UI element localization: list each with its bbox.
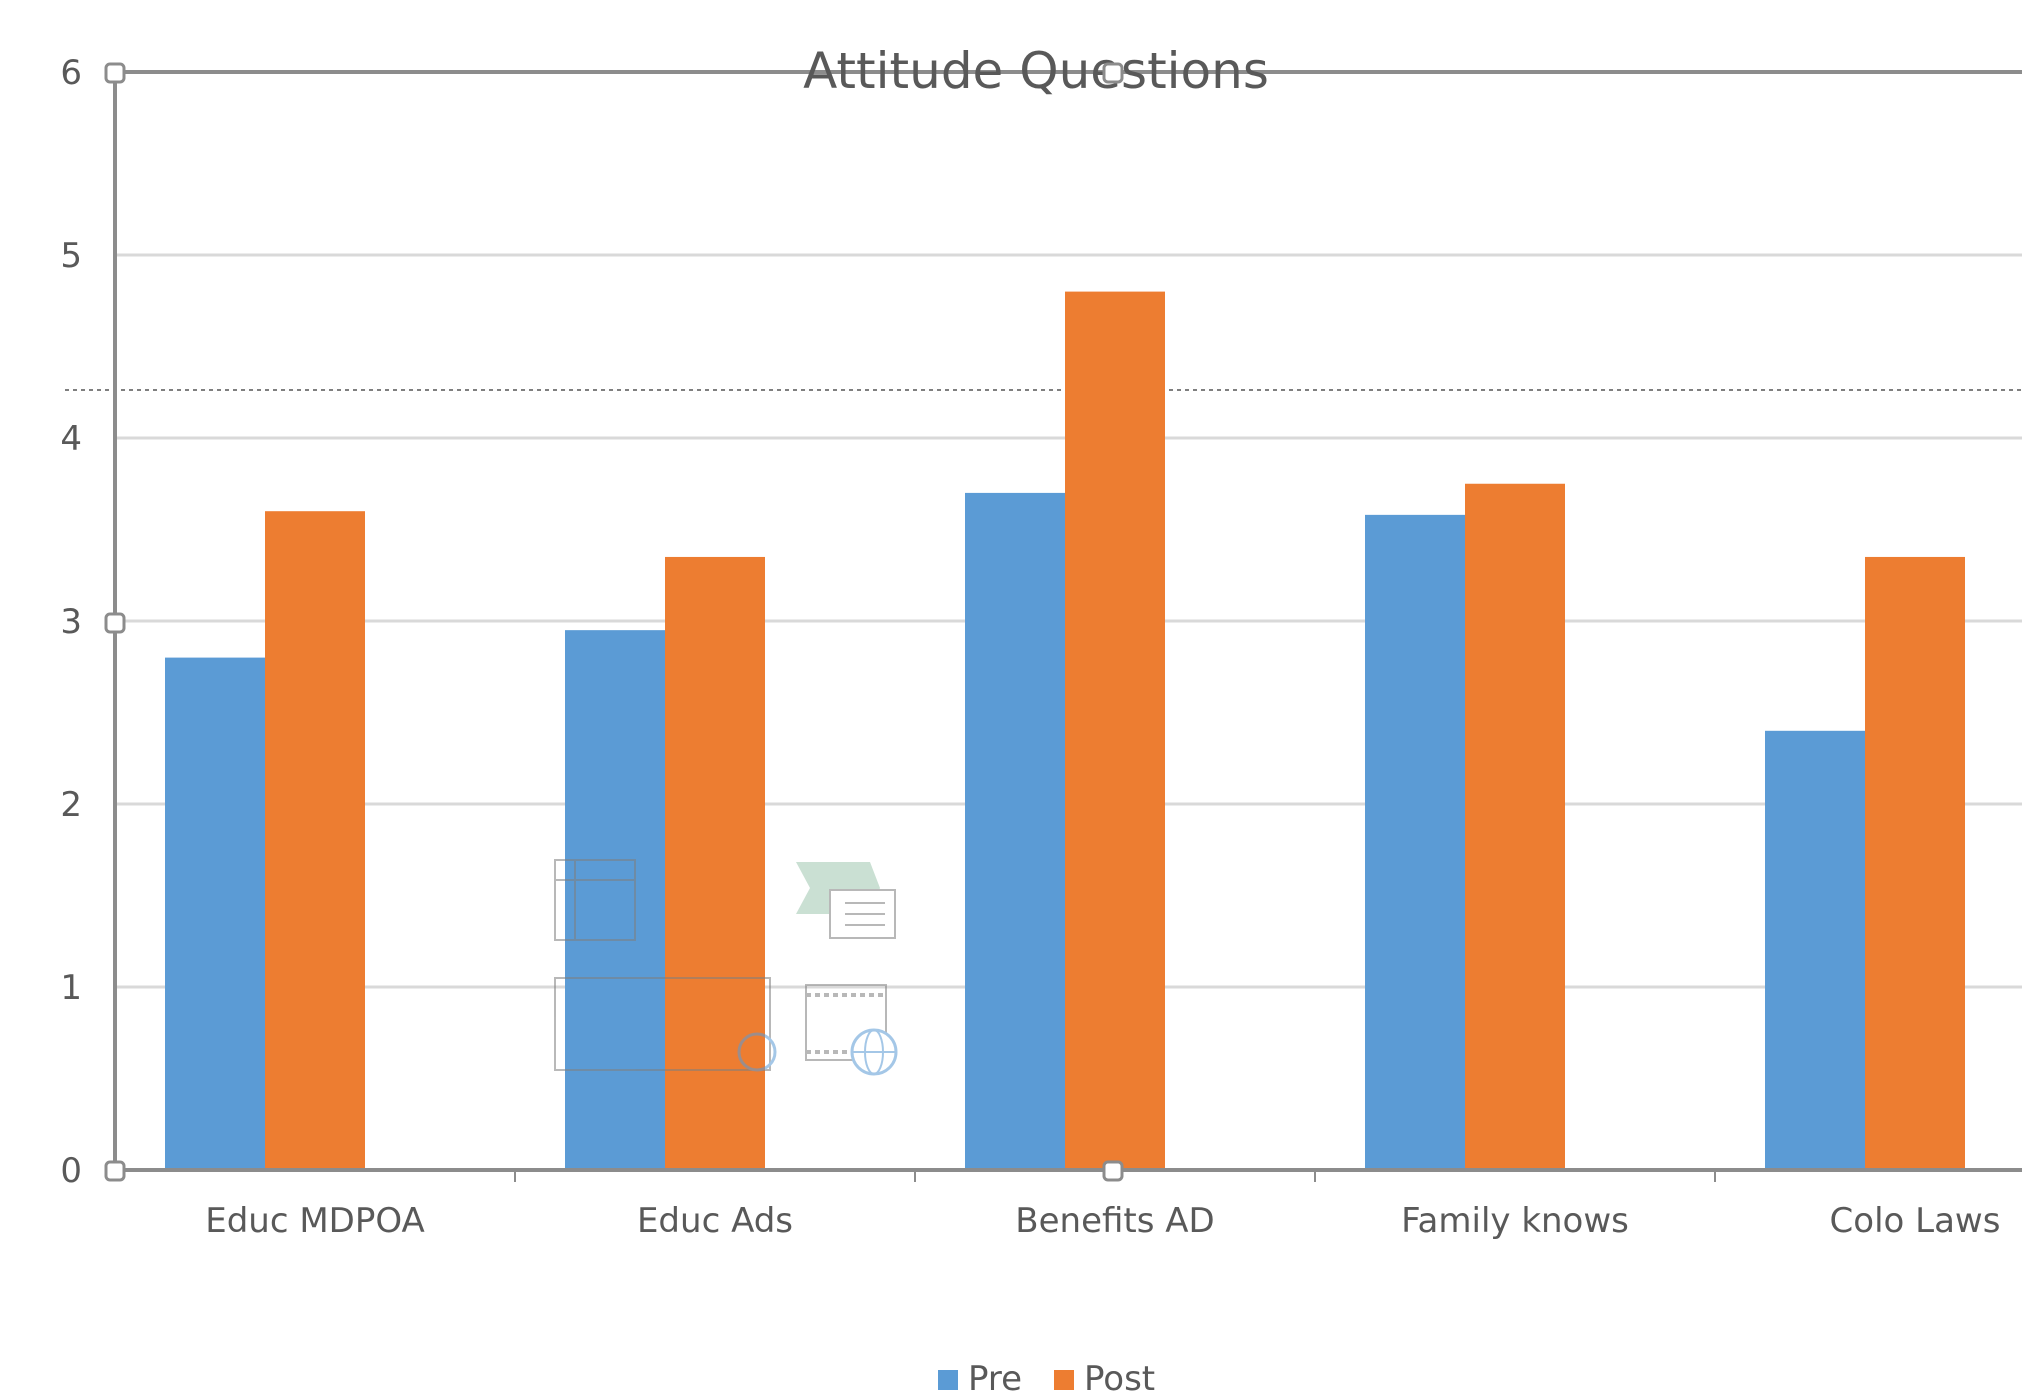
legend-swatch-pre xyxy=(938,1370,958,1390)
bar-pre[interactable] xyxy=(565,630,665,1170)
x-tick-label: Family knows xyxy=(1401,1201,1629,1241)
bar-post[interactable] xyxy=(665,556,765,1170)
resize-handle-bottom-center[interactable] xyxy=(1102,1160,1124,1182)
legend-label-pre: Pre xyxy=(968,1359,1022,1396)
bars[interactable] xyxy=(165,291,1965,1171)
insert-video-icon[interactable] xyxy=(805,984,898,1076)
resize-handle-middle-left[interactable] xyxy=(104,612,126,634)
y-tick-label: 6 xyxy=(60,53,82,93)
bar-post[interactable] xyxy=(1865,556,1965,1170)
legend-swatch-post xyxy=(1054,1370,1074,1390)
content-placeholder-icons[interactable] xyxy=(554,859,898,1076)
insert-picture-icon[interactable] xyxy=(554,977,777,1072)
bar-pre[interactable] xyxy=(1365,514,1465,1170)
y-tick-label: 0 xyxy=(60,1151,82,1191)
legend[interactable]: Pre Post xyxy=(938,1359,1155,1396)
resize-handle-bottom-left[interactable] xyxy=(104,1160,126,1182)
bar-post[interactable] xyxy=(1465,483,1565,1170)
x-tick-label: Educ Ads xyxy=(637,1201,793,1241)
y-tick-labels: 0 1 2 3 4 5 6 xyxy=(60,53,82,1191)
bar-pre[interactable] xyxy=(1765,730,1865,1170)
bar-post[interactable] xyxy=(1065,291,1165,1171)
resize-handle-top-center[interactable] xyxy=(1102,62,1124,84)
x-tick-labels: Educ MDPOA Educ Ads Benefits AD Family know… xyxy=(205,1201,2000,1241)
y-tick-label: 4 xyxy=(60,419,82,459)
bar-pre[interactable] xyxy=(965,492,1065,1170)
y-tick-label: 1 xyxy=(60,968,82,1008)
chart-title[interactable]: Attitude Questions xyxy=(803,42,1269,100)
insert-table-icon[interactable] xyxy=(554,859,636,941)
insert-smartart-icon[interactable] xyxy=(796,862,896,939)
y-tick-label: 2 xyxy=(60,785,82,825)
legend-label-post: Post xyxy=(1084,1359,1155,1396)
bar-pre[interactable] xyxy=(165,657,265,1170)
x-tick-label: Benefits AD xyxy=(1015,1201,1214,1241)
x-tick-label: Educ MDPOA xyxy=(205,1201,425,1241)
x-tick-label: Colo Laws xyxy=(1830,1201,2001,1241)
y-tick-label: 5 xyxy=(60,236,82,276)
y-tick-label: 3 xyxy=(60,602,82,642)
resize-handle-top-left[interactable] xyxy=(104,62,126,84)
bar-post[interactable] xyxy=(265,511,365,1170)
